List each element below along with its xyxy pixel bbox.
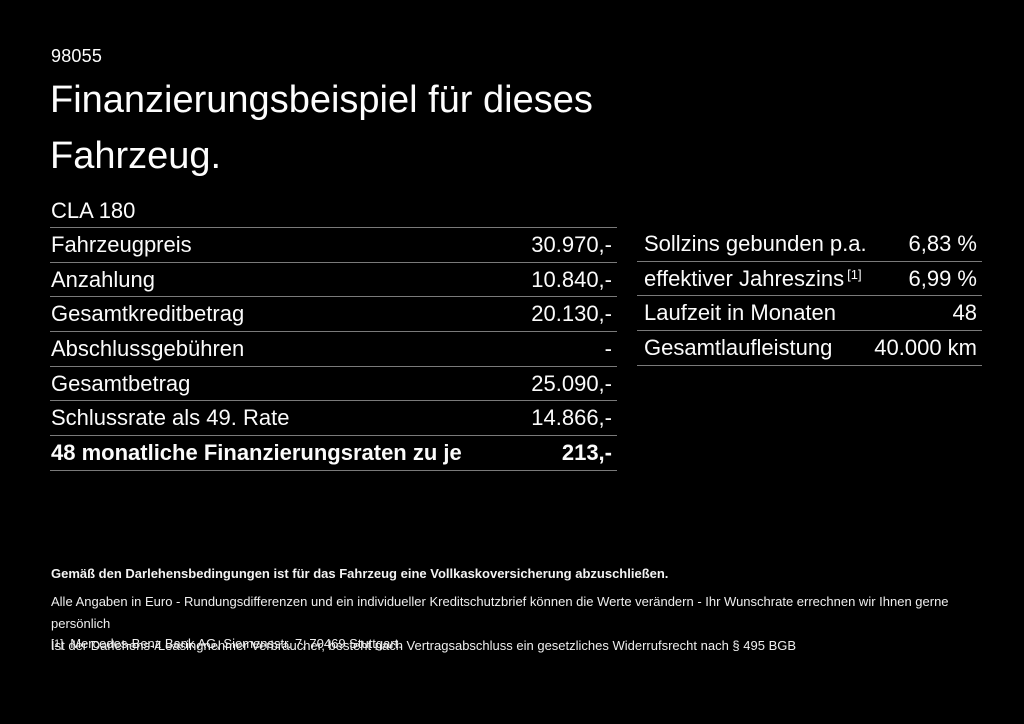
table-row-monatsrate: 48 monatliche Finanzierungsraten zu je 2… — [50, 436, 617, 471]
table-row-gesamtkreditbetrag: Gesamtkreditbetrag 20.130,- — [50, 297, 617, 333]
row-value: 10.840,- — [531, 266, 612, 292]
row-value: 6,83 % — [908, 230, 978, 256]
row-label: effektiver Jahreszins [1] — [644, 265, 862, 291]
footnote-marker: [1] — [51, 638, 64, 650]
note-line-1: Alle Angaben in Euro - Rundungsdifferenz… — [51, 594, 949, 631]
table-row-gesamtbetrag: Gesamtbetrag 25.090,- — [50, 367, 617, 402]
row-label: Gesamtlaufleistung — [644, 334, 833, 360]
row-value: 213,- — [561, 439, 612, 465]
row-value: 48 — [952, 300, 977, 326]
note-line-2: Ist der Darlehens-/Leasingnehmer Verbrau… — [51, 638, 797, 653]
financing-table: Fahrzeugpreis 30.970,- Anzahlung 10.840,… — [50, 227, 617, 471]
table-row-gesamtlaufleistung: Gesamtlaufleistung 40.000 km — [637, 331, 982, 366]
vehicle-model: CLA 180 — [51, 198, 136, 223]
row-label: Schlussrate als 49. Rate — [51, 405, 290, 431]
row-label: Gesamtbetrag — [51, 370, 191, 396]
reference-number: 98055 — [51, 46, 103, 66]
footnote: [1] Mercedes-Benz Bank AG, Siemensstr. 7,… — [51, 636, 402, 651]
row-value: 40.000 km — [874, 334, 977, 360]
row-label: Abschlussgebühren — [51, 335, 245, 361]
table-row-laufzeit: Laufzeit in Monaten 48 — [637, 296, 982, 332]
table-row-schlussrate: Schlussrate als 49. Rate 14.866,- — [50, 401, 617, 437]
row-label: Laufzeit in Monaten — [644, 300, 837, 326]
row-value: - — [604, 335, 612, 361]
page-title: Finanzierungsbeispiel für dieses Fahrzeu… — [50, 79, 593, 177]
table-row-effektiver-jahreszins: effektiver Jahreszins [1] 6,99 % — [637, 262, 982, 297]
row-label: 48 monatliche Finanzierungsraten zu je — [51, 439, 462, 465]
row-label: Sollzins gebunden p.a. — [644, 230, 867, 256]
row-value: 30.970,- — [531, 231, 612, 257]
row-value: 20.130,- — [531, 301, 612, 327]
row-value: 6,99 % — [908, 265, 978, 291]
row-value: 14.866,- — [531, 405, 612, 431]
table-row-abschlussgebuehren: Abschlussgebühren - — [50, 332, 617, 367]
table-row-anzahlung: Anzahlung 10.840,- — [50, 263, 617, 298]
table-row-fahrzeugpreis: Fahrzeugpreis 30.970,- — [50, 228, 617, 263]
row-label: Anzahlung — [51, 266, 155, 292]
footnote-reference: [1] — [847, 266, 862, 282]
row-label: Fahrzeugpreis — [51, 231, 192, 257]
row-label: Gesamtkreditbetrag — [51, 301, 245, 327]
row-value: 25.090,- — [531, 370, 612, 396]
conditions-table: Sollzins gebunden p.a. 6,83 % effektiver… — [637, 227, 982, 366]
legal-notes: Alle Angaben in Euro - Rundungsdifferenz… — [51, 591, 981, 657]
table-row-sollzins: Sollzins gebunden p.a. 6,83 % — [637, 227, 982, 262]
footnote-text: Mercedes-Benz Bank AG, Siemensstr. 7, 70… — [70, 636, 402, 651]
insurance-requirement-note: Gemäß den Darlehensbedingungen ist für d… — [51, 566, 669, 581]
